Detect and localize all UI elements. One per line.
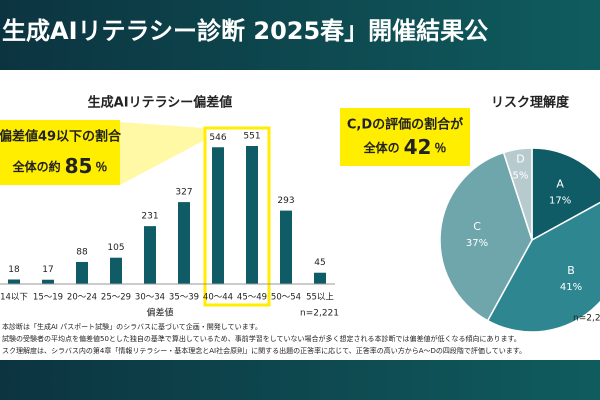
pie-slice <box>531 147 600 242</box>
pie-slice <box>486 201 600 333</box>
callout-pointer <box>120 122 205 185</box>
callout-box <box>340 108 470 166</box>
page-title: 生成AIリテラシー診断 2025春」開催結果公 <box>2 17 488 45</box>
chart-title: リスク理解度 <box>491 95 570 111</box>
callout-box <box>0 120 120 185</box>
callout-unit: ％ <box>95 160 107 174</box>
bar <box>280 210 292 284</box>
data-label: 17 <box>42 265 53 275</box>
callout-line: 全体の約 85 ％ <box>12 154 108 178</box>
data-label: 231 <box>141 212 158 222</box>
data-label: 327 <box>175 188 192 198</box>
bar <box>314 272 326 284</box>
sample-size: n=2,221 <box>573 314 600 324</box>
callout-number: 85 <box>65 154 93 178</box>
callout-prefix: 全体の <box>363 140 400 155</box>
data-label: 18 <box>8 265 20 275</box>
x-axis-label: 偏差値 <box>146 307 173 319</box>
slice-name: C <box>473 220 481 233</box>
slice-name: D <box>516 152 524 165</box>
data-label: 293 <box>277 196 294 206</box>
slice-label: 37% <box>466 238 488 249</box>
callout-line: C,Dの評価の割合が <box>347 117 463 133</box>
x-tick-label: 50～54 <box>271 293 301 303</box>
pie-slice <box>502 147 533 241</box>
data-label: 551 <box>243 132 260 142</box>
pie-slice <box>439 151 533 322</box>
slice-label: 41% <box>560 282 582 293</box>
data-label: 45 <box>314 258 325 268</box>
callout-line: 全体の 42 ％ <box>363 135 447 159</box>
slice-name: B <box>567 264 575 277</box>
x-tick-label: 30～34 <box>135 293 165 303</box>
footnote: 本診断は「生成AI パスポート試験」のシラバスに基づいて企画・開発しています。 <box>2 322 262 331</box>
bar <box>246 146 258 284</box>
bar <box>42 279 54 284</box>
bar <box>144 226 156 284</box>
x-tick-label: 14以下 <box>0 293 28 303</box>
x-tick-label: 55以上 <box>306 293 334 303</box>
x-tick-label: 20～24 <box>67 293 97 303</box>
callout-line: 偏差値49以下の割合 <box>0 129 122 145</box>
callout-number: 42 <box>404 135 432 159</box>
data-label: 546 <box>209 133 226 143</box>
bar <box>8 279 20 284</box>
slice-name: A <box>556 177 564 190</box>
x-tick-label: 35～39 <box>169 293 199 303</box>
x-tick-label: 40～44 <box>203 293 233 303</box>
bar <box>110 257 122 284</box>
x-tick-label: 45～49 <box>237 293 267 303</box>
footnote: スク理解度は、シラバス内の第4章「情報リテラシー・基本理念とAI社会原則」に関す… <box>2 346 526 355</box>
x-tick-label: 25～29 <box>101 293 131 303</box>
callout-prefix: 全体の約 <box>12 159 61 174</box>
bar <box>212 147 224 284</box>
charts: 生成AIリテラシー偏差値 18 14以下 17 15～19 88 20～24 105 25～29… <box>0 95 600 355</box>
sample-size: n=2,221 <box>300 309 339 319</box>
callout-unit: ％ <box>434 141 446 155</box>
slice-label: 17% <box>549 195 571 206</box>
slice-label: 5% <box>513 170 529 181</box>
data-label: 105 <box>107 243 124 253</box>
highlight-box <box>203 126 271 307</box>
footnote: 試験の受験者の平均点を偏差値50とした独自の基準で算出しているため、事前学習をし… <box>2 334 521 343</box>
bar <box>76 261 88 284</box>
data-label: 88 <box>76 247 88 257</box>
x-tick-label: 15～19 <box>33 293 63 303</box>
chart-title: 生成AIリテラシー偏差値 <box>88 95 233 111</box>
bar <box>178 202 190 284</box>
